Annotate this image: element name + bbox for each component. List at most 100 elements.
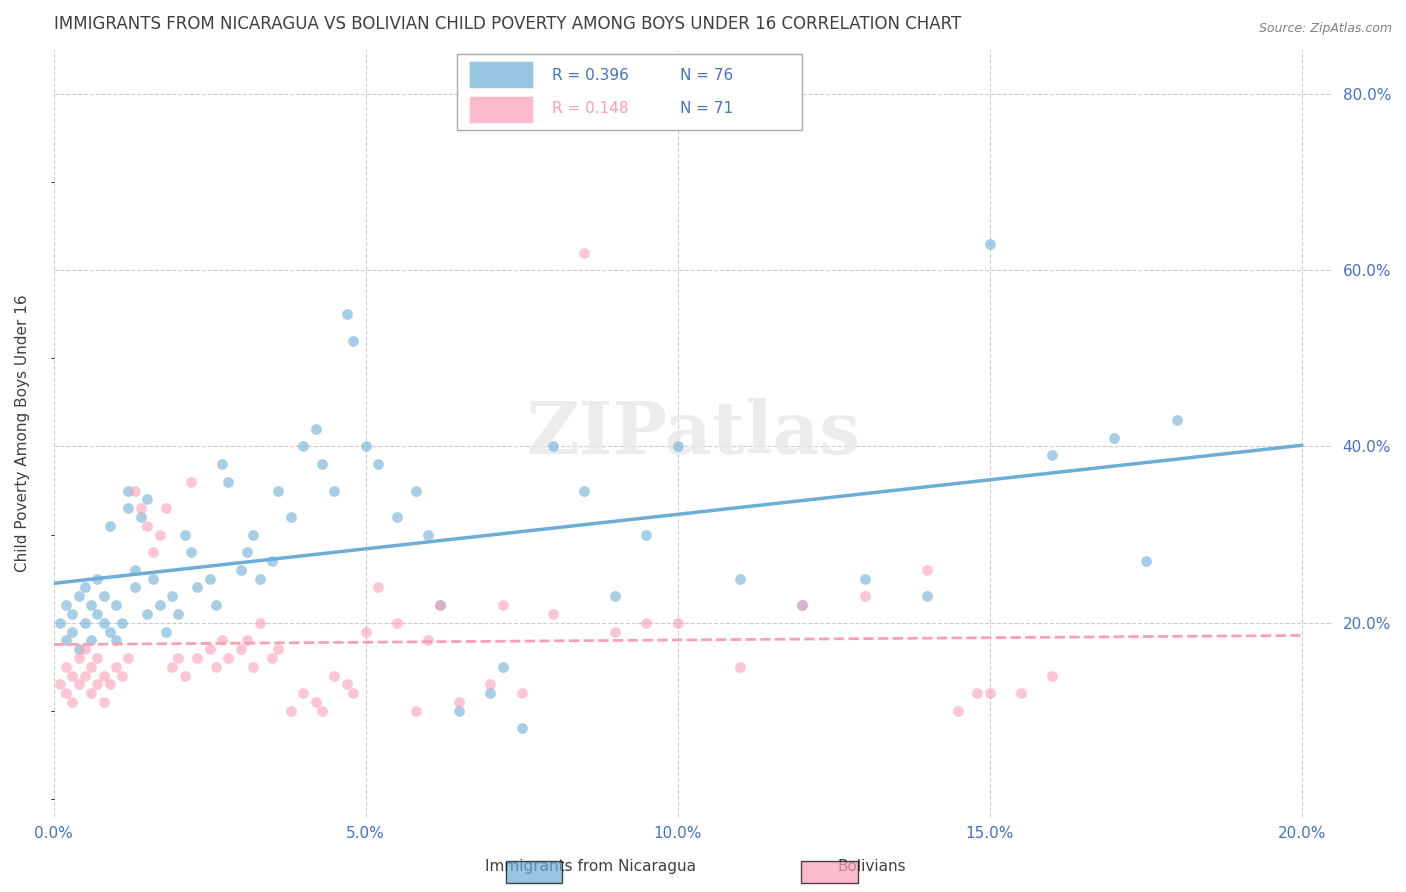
Point xyxy=(205,660,228,674)
Text: R = 0.148: R = 0.148 xyxy=(553,102,628,116)
FancyBboxPatch shape xyxy=(470,95,533,123)
Text: Bolivians: Bolivians xyxy=(838,859,905,874)
Text: Source: ZipAtlas.com: Source: ZipAtlas.com xyxy=(1258,22,1392,36)
Point xyxy=(136,518,159,533)
Point xyxy=(229,563,252,577)
Point xyxy=(173,527,195,541)
Point xyxy=(124,563,146,577)
Point xyxy=(180,475,202,489)
Point xyxy=(728,660,751,674)
Point xyxy=(86,651,108,665)
Point xyxy=(915,589,938,603)
Text: N = 71: N = 71 xyxy=(681,102,734,116)
Point xyxy=(323,483,346,498)
Point xyxy=(792,598,814,612)
Point xyxy=(666,615,689,630)
Point xyxy=(73,615,96,630)
Point xyxy=(80,598,103,612)
Point xyxy=(198,642,221,657)
Point xyxy=(342,334,364,348)
Point xyxy=(60,607,83,621)
Point xyxy=(280,704,302,718)
Point xyxy=(572,483,595,498)
Point xyxy=(80,660,103,674)
FancyBboxPatch shape xyxy=(457,54,801,130)
Point xyxy=(86,677,108,691)
Point xyxy=(572,245,595,260)
Point xyxy=(217,651,239,665)
Point xyxy=(211,633,233,648)
Point xyxy=(367,457,389,471)
Point xyxy=(385,615,408,630)
Point xyxy=(105,598,128,612)
Point xyxy=(336,677,359,691)
Point xyxy=(98,677,121,691)
Point xyxy=(198,572,221,586)
Point xyxy=(229,642,252,657)
Point xyxy=(492,598,515,612)
Point xyxy=(292,439,315,453)
Point xyxy=(155,501,177,516)
Point xyxy=(167,651,190,665)
Point xyxy=(142,572,165,586)
Point xyxy=(93,589,115,603)
Point xyxy=(55,686,77,700)
Point xyxy=(405,483,427,498)
Point xyxy=(136,492,159,507)
Point xyxy=(60,668,83,682)
Point xyxy=(242,660,264,674)
Point xyxy=(55,660,77,674)
Point xyxy=(605,589,627,603)
Point xyxy=(429,598,451,612)
Point xyxy=(49,677,72,691)
Point xyxy=(211,457,233,471)
Point xyxy=(429,598,451,612)
Point xyxy=(117,483,139,498)
Point xyxy=(186,651,208,665)
Point xyxy=(449,695,471,709)
Point xyxy=(86,572,108,586)
Point xyxy=(236,633,259,648)
Point xyxy=(142,545,165,559)
Point xyxy=(60,695,83,709)
Point xyxy=(136,607,159,621)
Point xyxy=(305,695,328,709)
Point xyxy=(354,624,377,639)
Point xyxy=(55,633,77,648)
Point xyxy=(80,633,103,648)
Point xyxy=(367,581,389,595)
Point xyxy=(966,686,988,700)
Point xyxy=(105,660,128,674)
Text: IMMIGRANTS FROM NICARAGUA VS BOLIVIAN CHILD POVERTY AMONG BOYS UNDER 16 CORRELAT: IMMIGRANTS FROM NICARAGUA VS BOLIVIAN CH… xyxy=(53,15,960,33)
Point xyxy=(342,686,364,700)
Point xyxy=(186,581,208,595)
Point xyxy=(124,483,146,498)
Text: ZIPatlas: ZIPatlas xyxy=(526,398,860,468)
Point xyxy=(853,589,876,603)
Point xyxy=(117,501,139,516)
Point xyxy=(93,668,115,682)
Point xyxy=(155,624,177,639)
Point xyxy=(1010,686,1032,700)
Point xyxy=(180,545,202,559)
Point xyxy=(49,615,72,630)
Point xyxy=(605,624,627,639)
Point xyxy=(80,686,103,700)
Text: Immigrants from Nicaragua: Immigrants from Nicaragua xyxy=(485,859,696,874)
Point xyxy=(160,589,183,603)
Point xyxy=(336,307,359,321)
Point xyxy=(149,527,172,541)
Point xyxy=(1135,554,1157,568)
Point xyxy=(510,722,533,736)
Point xyxy=(510,686,533,700)
Point xyxy=(67,589,90,603)
Point xyxy=(86,607,108,621)
Point xyxy=(249,572,271,586)
Point xyxy=(416,527,439,541)
Point xyxy=(73,581,96,595)
Point xyxy=(479,677,502,691)
Point xyxy=(541,607,564,621)
Point xyxy=(853,572,876,586)
Point xyxy=(93,695,115,709)
Point xyxy=(267,642,290,657)
